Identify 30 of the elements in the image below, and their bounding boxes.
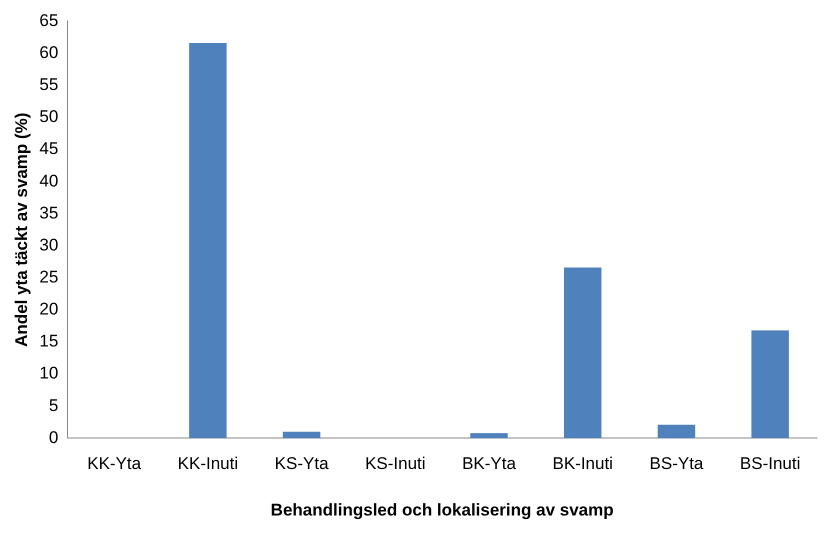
bar — [282, 432, 320, 438]
bar — [470, 433, 508, 438]
bar — [751, 330, 789, 438]
bar — [658, 424, 696, 438]
y-tick-label: 20 — [39, 300, 58, 319]
x-tick-label: BS-Inuti — [740, 454, 800, 474]
bar — [564, 268, 602, 438]
y-tick-label: 25 — [39, 268, 58, 287]
x-tick-label: KS-Yta — [274, 454, 330, 474]
y-tick-label: 65 — [39, 10, 58, 30]
x-tick-label: KK-Inuti — [178, 454, 238, 474]
y-tick-label: 5 — [48, 396, 58, 415]
y-tick-label: 50 — [39, 107, 58, 126]
y-tick-label: 35 — [39, 203, 58, 222]
y-tick-label: 60 — [39, 42, 58, 62]
x-tick-label: KK-Yta — [87, 454, 142, 474]
bar — [189, 43, 227, 438]
y-tick-label: 40 — [39, 171, 58, 190]
x-tick-label: BK-Inuti — [552, 454, 613, 474]
x-tick-label: BK-Yta — [462, 454, 516, 474]
y-tick-label: 45 — [39, 139, 58, 158]
y-tick-label: 0 — [48, 428, 58, 447]
y-tick-label: 15 — [39, 332, 58, 351]
x-tick-label: BS-Yta — [650, 454, 704, 474]
y-axis-title: Andel yta täckt av svamp (%) — [12, 112, 31, 347]
y-tick-label: 10 — [39, 364, 58, 383]
x-axis-title: Behandlingsled och lokalisering av svamp — [270, 500, 614, 520]
y-tick-label: 30 — [39, 235, 58, 254]
x-tick-label: KS-Inuti — [365, 454, 426, 474]
y-tick-label: 55 — [39, 75, 58, 94]
